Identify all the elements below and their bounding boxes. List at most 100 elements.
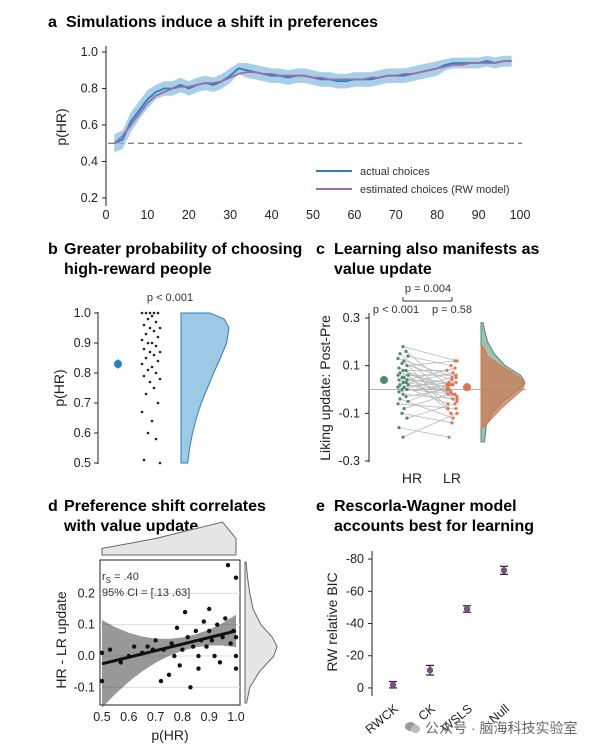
panel-d-title-line1: Preference shift correlates	[64, 498, 266, 515]
c-hr-point	[406, 383, 410, 387]
b-point	[140, 362, 144, 366]
c-lr-point	[446, 402, 450, 406]
e-ytick-label: -80	[346, 552, 364, 566]
d-xtick-label: 0.6	[120, 710, 137, 724]
panel-c-points	[396, 345, 459, 439]
d-ytick-label: -0.1	[73, 680, 95, 694]
a-xtick-label: 0	[103, 208, 110, 222]
panel-d-rs-sub: S	[106, 576, 111, 585]
c-lr-point	[455, 411, 459, 415]
c-hr-point	[402, 359, 406, 363]
c-lr-point	[453, 366, 457, 370]
c-pair-line	[402, 412, 458, 438]
c-pair-line	[397, 381, 457, 388]
c-pair-line	[405, 389, 448, 398]
d-point	[145, 644, 150, 649]
panel-e-yticks: 0 -20 -40 -60 -80	[346, 552, 372, 695]
panel-c-ylabel: Liking update: Post-Pre	[317, 315, 333, 461]
c-lr-point	[453, 402, 457, 406]
d-point	[161, 647, 166, 652]
c-lr-point	[455, 397, 459, 401]
a-xtick-label: 50	[306, 208, 320, 222]
a-ytick-label: 1.0	[81, 45, 98, 59]
d-point	[193, 628, 198, 634]
c-hr-point	[405, 387, 409, 392]
d-point	[188, 685, 193, 690]
b-point	[156, 335, 160, 339]
c-hr-point	[406, 354, 410, 358]
panel-c-letter: c	[316, 241, 325, 258]
panel-e-points	[389, 565, 508, 689]
b-point	[152, 329, 156, 333]
d-point	[215, 622, 220, 627]
b-point	[154, 320, 158, 324]
d-xtick-label: 0.7	[147, 710, 164, 724]
a-ytick-label: 0.4	[81, 155, 98, 169]
e-point	[426, 667, 434, 674]
panel-b-mean-dot	[114, 360, 122, 368]
a-xtick-label: 20	[182, 208, 196, 222]
panel-c-lr-mean-dot	[463, 383, 471, 392]
d-point	[126, 653, 131, 659]
b-point	[150, 341, 154, 345]
d-point	[225, 562, 231, 568]
c-pair-line	[402, 346, 458, 362]
b-point	[158, 377, 162, 381]
b-point	[142, 347, 146, 351]
panel-b-title-line1: Greater probability of choosing	[64, 241, 302, 258]
c-pair-line	[403, 393, 449, 409]
c-lr-point	[445, 387, 449, 392]
a-xtick-label: 100	[510, 208, 531, 222]
c-pair-line	[401, 377, 453, 390]
a-xtick-label: 70	[389, 208, 403, 222]
c-pair-line	[407, 384, 452, 402]
c-hr-point	[400, 387, 404, 392]
d-point	[182, 609, 188, 615]
d-point	[118, 660, 123, 665]
d-point	[204, 644, 209, 649]
d-point	[196, 653, 201, 659]
d-xtick-label: 0.9	[201, 710, 218, 724]
panel-d-xlabel: p(HR)	[151, 727, 188, 743]
c-hr-point	[404, 380, 408, 384]
c-pair-line	[401, 412, 453, 424]
d-point	[233, 653, 239, 659]
b-point	[146, 431, 150, 435]
c-ytick-label: -0.3	[338, 454, 360, 468]
panel-c-p-right: p = 0.58	[432, 304, 472, 316]
d-point	[158, 678, 164, 684]
b-point	[154, 371, 158, 375]
legend-label-estimated: estimated choices (RW model)	[360, 184, 510, 196]
panel-d-points	[99, 562, 239, 690]
panel-a-confidence-band	[114, 55, 512, 153]
panel-b-letter: b	[48, 241, 58, 258]
panel-d-rs-value: = .40	[111, 571, 139, 583]
c-hr-point	[396, 356, 400, 361]
b-point	[156, 359, 160, 363]
e-ytick-label: 0	[357, 681, 364, 695]
c-pair-line	[406, 403, 456, 419]
d-point	[223, 616, 228, 621]
panel-d-letter: d	[48, 498, 58, 515]
panel-a-estimated-line	[113, 60, 512, 144]
c-pair-line	[397, 403, 457, 409]
b-point	[142, 374, 146, 378]
c-lr-point	[455, 399, 459, 404]
c-hr-point	[397, 426, 401, 430]
b-point	[152, 386, 156, 390]
d-point	[177, 663, 182, 668]
c-lr-point	[451, 416, 455, 420]
b-point	[150, 314, 154, 318]
e-point	[389, 681, 397, 688]
c-pair-line	[407, 355, 452, 367]
c-lr-point	[453, 359, 457, 363]
c-lr-point	[446, 406, 450, 411]
c-hr-point	[398, 397, 402, 401]
c-lr-point	[450, 378, 454, 382]
c-ytick-label: 0.3	[343, 311, 360, 325]
d-point	[172, 653, 177, 659]
panel-c-paired-lines	[397, 346, 458, 438]
c-pair-line	[405, 381, 448, 390]
c-hr-point	[406, 399, 410, 404]
panel-d: d Preference shift correlates with value…	[48, 498, 278, 743]
